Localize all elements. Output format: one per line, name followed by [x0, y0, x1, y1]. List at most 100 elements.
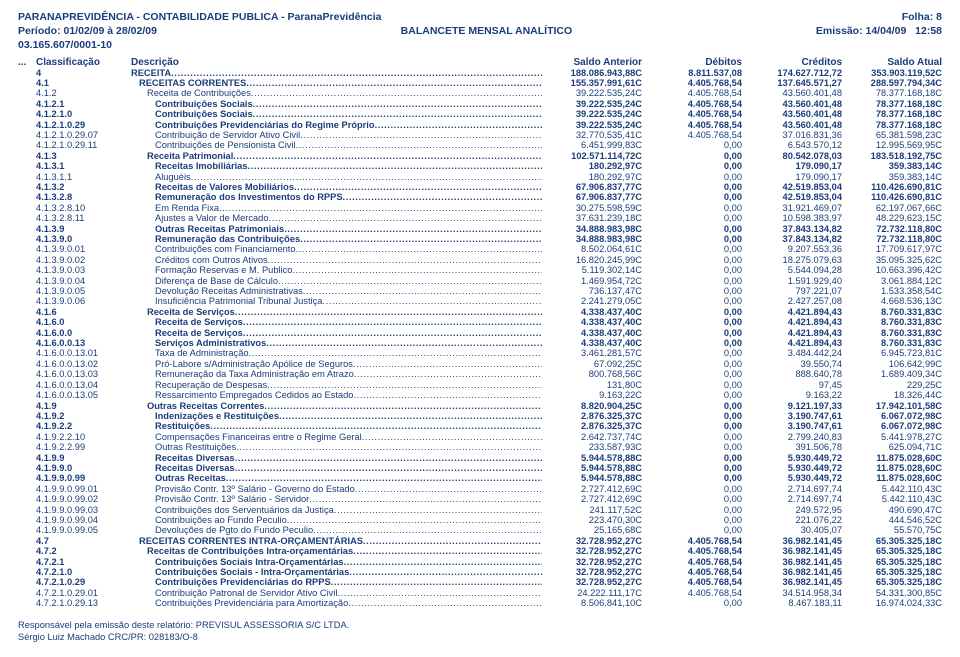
cell-saldo-anterior: 4.338.437,40C [542, 307, 642, 317]
cell-debitos: 0,00 [642, 255, 742, 265]
table-row: 4.1RECEITAS CORRENTES155.357.991,61C4.40… [18, 78, 942, 88]
cell-saldo-atual: 110.426.690,81C [842, 192, 942, 202]
cell-saldo-anterior: 67.906.837,77C [542, 182, 642, 192]
cell-debitos: 4.405.768,54 [642, 78, 742, 88]
cell-classificacao: 4.1.3.2 [36, 182, 131, 192]
cell-descricao: Contribuições de Pensionista Civil [131, 140, 542, 150]
cell-saldo-anterior: 34.888.983,98C [542, 234, 642, 244]
column-headers: ... Classificação Descrição Saldo Anteri… [18, 57, 942, 68]
cell-creditos: 36.982.141,45 [742, 577, 842, 587]
cell-saldo-anterior: 233.587,93C [542, 442, 642, 452]
cell-saldo-atual: 8.760.331,83C [842, 317, 942, 327]
cell-saldo-atual: 78.377.168,18C [842, 120, 942, 130]
cell-saldo-atual: 11.875.028,60C [842, 453, 942, 463]
cell-debitos: 0,00 [642, 401, 742, 411]
cell-saldo-anterior: 102.571.114,72C [542, 151, 642, 161]
cell-descricao: Receita de Serviços [131, 317, 542, 327]
table-row: 4.1.9.2.2.10Compensações Financeiras ent… [18, 432, 942, 442]
cell-saldo-atual: 65.305.325,18C [842, 546, 942, 556]
cell-saldo-atual: 11.875.028,60C [842, 463, 942, 473]
cell-descricao: Ajustes a Valor de Mercado [131, 213, 542, 223]
cell-creditos: 2.799.240,83 [742, 432, 842, 442]
cell-creditos: 5.930.449,72 [742, 473, 842, 483]
header-classificacao: Classificação [36, 57, 131, 68]
footer-line2: Sérgio Luiz Machado CRC/PR: 028183/O-8 [18, 631, 942, 643]
cell-saldo-anterior: 8.820.904,25C [542, 401, 642, 411]
table-row: 4.1.3.9.0.04Diferença de Base de Cálculo… [18, 276, 942, 286]
cell-saldo-anterior: 223.470,30C [542, 515, 642, 525]
cell-saldo-atual: 78.377.168,18C [842, 88, 942, 98]
cell-descricao: Receita de Serviços [131, 307, 542, 317]
cell-descricao: Ressarcimento Empregados Cedidos ao Esta… [131, 390, 542, 400]
cell-classificacao: 4.1.6.0.0.13.03 [36, 369, 131, 379]
cell-descricao: Receita de Contribuições [131, 88, 542, 98]
cell-debitos: 0,00 [642, 296, 742, 306]
cell-descricao: Remuneração das Contribuições [131, 234, 542, 244]
cell-classificacao: 4.7.2.1.0.29.13 [36, 598, 131, 608]
table-row: 4.1.9.2.2Restituições2.876.325,37C0,003.… [18, 421, 942, 431]
cell-debitos: 0,00 [642, 484, 742, 494]
table-row: 4.1.3.1.1Aluguéis180.292,97C0,00179.090,… [18, 172, 942, 182]
cell-classificacao: 4.1.3.1 [36, 161, 131, 171]
cell-saldo-atual: 6.945.723,81C [842, 348, 942, 358]
cell-debitos: 0,00 [642, 473, 742, 483]
cell-classificacao: 4.1.2.1.0.29 [36, 120, 131, 130]
cell-saldo-atual: 288.597.794,34C [842, 78, 942, 88]
cell-descricao: Receitas de Valores Mobiliários [131, 182, 542, 192]
table-row: 4.7.2.1.0Contribuições Sociais - Intra-O… [18, 567, 942, 577]
cell-descricao: Receitas de Contribuições Intra-orçament… [131, 546, 542, 556]
table-row: 4.7.2Receitas de Contribuições Intra-orç… [18, 546, 942, 556]
cell-classificacao: 4.7.2.1.0.29.01 [36, 588, 131, 598]
table-row: 4.1.6Receita de Serviços4.338.437,40C0,0… [18, 307, 942, 317]
cell-descricao: Aluguéis [131, 172, 542, 182]
cell-saldo-atual: 65.305.325,18C [842, 536, 942, 546]
table-row: 4.7RECEITAS CORRENTES INTRA-ORÇAMENTÁRIA… [18, 536, 942, 546]
cell-saldo-atual: 72.732.118,80C [842, 234, 942, 244]
cell-classificacao: 4.1.9.2 [36, 411, 131, 421]
cell-descricao: RECEITAS CORRENTES [131, 78, 542, 88]
table-row: 4.1.9.9.0.99.02Provisão Contr. 13º Salár… [18, 494, 942, 504]
cell-creditos: 249.572,95 [742, 505, 842, 515]
cell-saldo-anterior: 2.241.279,05C [542, 296, 642, 306]
cell-descricao: Contribuições Sociais Intra-Orçamentária… [131, 557, 542, 567]
cell-saldo-anterior: 241.117,52C [542, 505, 642, 515]
cell-saldo-atual: 48.229.623,15C [842, 213, 942, 223]
cell-classificacao: 4.1.2.1.0 [36, 109, 131, 119]
cell-descricao: Provisão Contr. 13º Salário - Governo do… [131, 484, 542, 494]
cell-saldo-atual: 8.760.331,83C [842, 328, 942, 338]
table-row: 4.1.3.2.8Remuneração dos Investimentos d… [18, 192, 942, 202]
cell-saldo-anterior: 800.768,56C [542, 369, 642, 379]
cell-saldo-anterior: 5.944.578,88C [542, 463, 642, 473]
cell-saldo-anterior: 24.222.111,17C [542, 588, 642, 598]
cell-classificacao: 4.1.6.0.0.13.04 [36, 380, 131, 390]
cell-classificacao: 4.1.9.2.2 [36, 421, 131, 431]
cell-saldo-anterior: 32.728.952,27C [542, 567, 642, 577]
cell-creditos: 37.016.831,36 [742, 130, 842, 140]
footer-line1: Responsável pela emissão deste relatório… [18, 619, 942, 631]
cell-saldo-anterior: 32.728.952,27C [542, 546, 642, 556]
cell-saldo-atual: 65.305.325,18C [842, 567, 942, 577]
table-row: 4.1.6.0.0.13.03Remuneração da Taxa Admin… [18, 369, 942, 379]
cell-saldo-anterior: 25.165,68C [542, 525, 642, 535]
cell-descricao: Devoluções de Pgto do Fundo Peculio [131, 525, 542, 535]
table-row: 4.1.3.2.8.10Em Renda Fixa30.275.598,59C0… [18, 203, 942, 213]
cell-debitos: 0,00 [642, 265, 742, 275]
cell-saldo-atual: 183.518.192,75C [842, 151, 942, 161]
cell-saldo-atual: 12.995.569,95C [842, 140, 942, 150]
cell-classificacao: 4.1.9.9 [36, 453, 131, 463]
cell-classificacao: 4.1.9.9.0.99.02 [36, 494, 131, 504]
cell-descricao: Receita de Serviços [131, 328, 542, 338]
cell-debitos: 4.405.768,54 [642, 536, 742, 546]
table-row: 4.1.2.1Contribuições Sociais39.222.535,2… [18, 99, 942, 109]
cell-descricao: Contribuições Previdenciárias do RPPS [131, 577, 542, 587]
cell-saldo-anterior: 4.338.437,40C [542, 328, 642, 338]
cell-classificacao: 4.7.2.1.0.29 [36, 577, 131, 587]
cell-debitos: 0,00 [642, 380, 742, 390]
cell-creditos: 42.519.853,04 [742, 192, 842, 202]
cell-debitos: 0,00 [642, 286, 742, 296]
cell-descricao: Créditos com Outros Ativos [131, 255, 542, 265]
cell-debitos: 4.405.768,54 [642, 109, 742, 119]
cell-debitos: 0,00 [642, 203, 742, 213]
cell-descricao: Receitas Diversas [131, 453, 542, 463]
cell-saldo-atual: 17.709.617,97C [842, 244, 942, 254]
